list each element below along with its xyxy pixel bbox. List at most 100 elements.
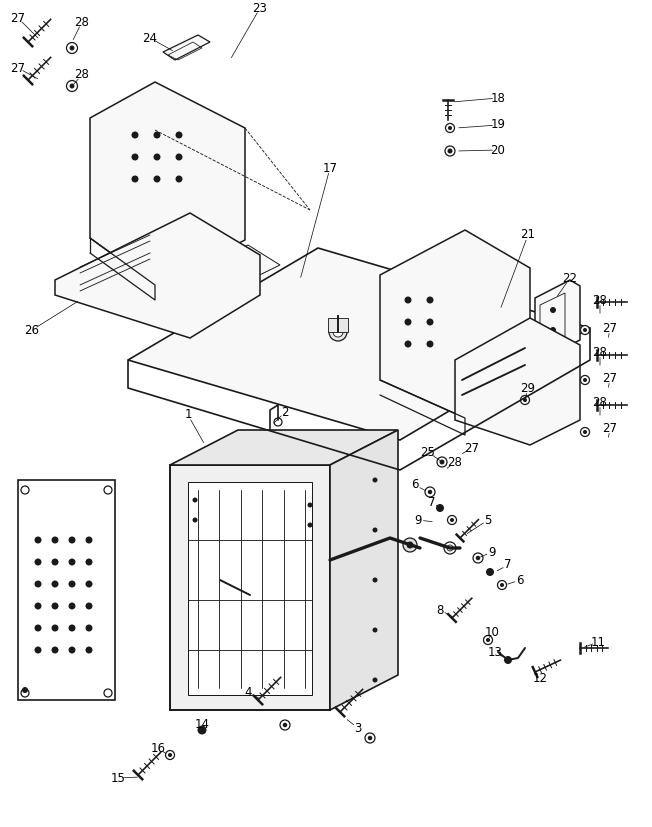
- Circle shape: [372, 528, 378, 533]
- Text: 4: 4: [244, 686, 252, 699]
- Circle shape: [35, 603, 42, 609]
- Circle shape: [68, 581, 76, 587]
- Polygon shape: [328, 318, 348, 332]
- Circle shape: [35, 537, 42, 543]
- Circle shape: [68, 558, 76, 566]
- Polygon shape: [18, 480, 115, 700]
- Text: 27: 27: [10, 12, 25, 25]
- Circle shape: [175, 131, 183, 138]
- Circle shape: [52, 647, 59, 653]
- Circle shape: [168, 753, 172, 757]
- Text: 17: 17: [323, 161, 338, 174]
- Circle shape: [70, 45, 74, 50]
- Circle shape: [52, 603, 59, 609]
- Text: 19: 19: [490, 118, 505, 131]
- Circle shape: [85, 624, 93, 632]
- Text: 13: 13: [488, 646, 503, 658]
- Circle shape: [486, 638, 490, 642]
- Text: 2: 2: [281, 405, 289, 418]
- Circle shape: [486, 568, 494, 576]
- Polygon shape: [330, 430, 398, 710]
- Text: 9: 9: [488, 546, 496, 558]
- Polygon shape: [128, 248, 590, 440]
- Circle shape: [67, 42, 78, 54]
- Circle shape: [583, 378, 587, 382]
- Circle shape: [426, 297, 434, 304]
- Circle shape: [153, 154, 160, 160]
- Circle shape: [52, 581, 59, 587]
- Circle shape: [372, 628, 378, 633]
- Circle shape: [436, 504, 444, 512]
- Circle shape: [372, 477, 378, 482]
- Circle shape: [580, 326, 589, 334]
- Circle shape: [67, 80, 78, 92]
- Polygon shape: [170, 465, 330, 710]
- Circle shape: [52, 624, 59, 632]
- Text: 10: 10: [484, 625, 499, 638]
- Circle shape: [175, 175, 183, 183]
- Circle shape: [484, 635, 492, 644]
- Circle shape: [52, 537, 59, 543]
- Text: 26: 26: [25, 323, 40, 337]
- Text: 28: 28: [447, 456, 462, 469]
- Text: 9: 9: [414, 514, 422, 527]
- Circle shape: [406, 542, 413, 548]
- Circle shape: [333, 327, 343, 337]
- Circle shape: [504, 656, 512, 664]
- Circle shape: [426, 341, 434, 347]
- Circle shape: [153, 131, 160, 138]
- Text: 27: 27: [602, 422, 617, 434]
- Text: 28: 28: [74, 16, 89, 28]
- Circle shape: [68, 647, 76, 653]
- Circle shape: [198, 725, 207, 734]
- Text: 6: 6: [411, 479, 419, 491]
- Circle shape: [368, 736, 372, 740]
- Circle shape: [329, 323, 347, 341]
- Circle shape: [132, 154, 138, 160]
- Circle shape: [153, 175, 160, 183]
- Circle shape: [192, 498, 198, 503]
- Circle shape: [428, 490, 432, 495]
- Circle shape: [500, 583, 504, 587]
- Text: 21: 21: [520, 228, 535, 241]
- Text: 8: 8: [436, 604, 444, 616]
- Circle shape: [365, 733, 375, 743]
- Circle shape: [35, 558, 42, 566]
- Circle shape: [448, 126, 452, 130]
- Circle shape: [85, 603, 93, 609]
- Circle shape: [35, 647, 42, 653]
- Circle shape: [550, 327, 556, 333]
- Circle shape: [404, 341, 411, 347]
- Text: 23: 23: [252, 2, 267, 15]
- Circle shape: [583, 328, 587, 332]
- Circle shape: [308, 503, 312, 508]
- Text: 27: 27: [602, 371, 617, 385]
- Circle shape: [580, 375, 589, 385]
- Polygon shape: [55, 213, 260, 338]
- Circle shape: [403, 538, 417, 552]
- Circle shape: [445, 123, 454, 132]
- Circle shape: [52, 558, 59, 566]
- Circle shape: [308, 523, 312, 528]
- Circle shape: [68, 624, 76, 632]
- Text: 1: 1: [185, 409, 192, 422]
- Text: 28: 28: [74, 69, 89, 82]
- Circle shape: [68, 603, 76, 609]
- Circle shape: [447, 149, 452, 154]
- Circle shape: [473, 553, 483, 563]
- Polygon shape: [170, 430, 398, 465]
- Circle shape: [132, 131, 138, 138]
- Circle shape: [550, 307, 556, 313]
- Circle shape: [523, 398, 527, 402]
- Circle shape: [85, 581, 93, 587]
- Circle shape: [85, 647, 93, 653]
- Text: 14: 14: [194, 719, 209, 732]
- Circle shape: [68, 537, 76, 543]
- Text: 24: 24: [143, 31, 158, 45]
- Text: 7: 7: [428, 495, 436, 509]
- Text: 27: 27: [10, 61, 25, 74]
- Circle shape: [22, 687, 28, 693]
- Text: 25: 25: [421, 446, 436, 458]
- Text: 28: 28: [593, 294, 608, 307]
- Circle shape: [404, 297, 411, 304]
